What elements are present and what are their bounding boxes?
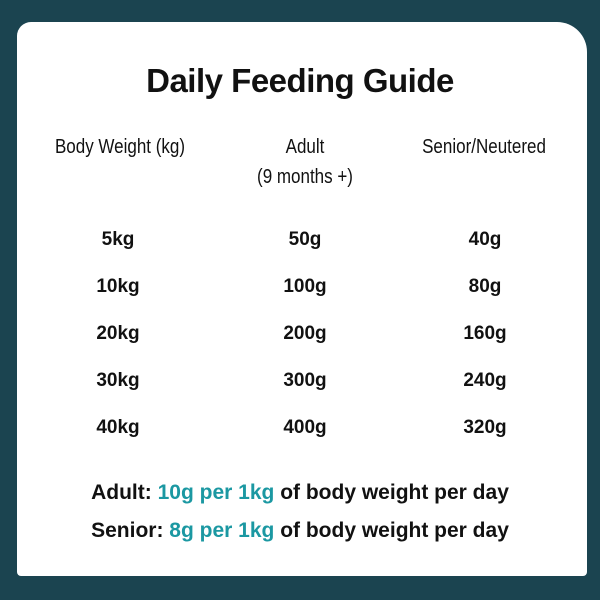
header-adult-sublabel: (9 months +): [257, 166, 353, 188]
cell-weight: 40kg: [96, 417, 140, 438]
cell-senior: 40g: [468, 229, 502, 250]
cell-adult: 50g: [288, 229, 322, 250]
header-senior: Senior/Neutered: [422, 136, 546, 158]
cell-senior: 240g: [463, 370, 507, 391]
cell-weight: 10kg: [96, 276, 140, 297]
adult-rate-note: Adult: 10g per 1kg of body weight per da…: [0, 481, 600, 505]
note-label: Senior:: [91, 519, 164, 542]
header-body-weight: Body Weight (kg): [54, 136, 186, 158]
cell-weight: 30kg: [96, 370, 140, 391]
note-rest: of body weight per day: [280, 481, 509, 504]
senior-rate-note: Senior: 8g per 1kg of body weight per da…: [0, 519, 600, 543]
header-adult-label: Adult: [285, 136, 325, 158]
cell-adult: 300g: [283, 370, 327, 391]
cell-senior: 80g: [468, 276, 502, 297]
cell-senior: 160g: [463, 323, 507, 344]
note-rest: of body weight per day: [280, 519, 509, 542]
cell-adult: 400g: [283, 417, 327, 438]
cell-weight: 20kg: [96, 323, 140, 344]
cell-adult: 200g: [283, 323, 327, 344]
feeding-guide-card: [17, 22, 587, 576]
note-label: Adult:: [91, 481, 152, 504]
note-rate: 10g per 1kg: [157, 481, 275, 504]
page-title: Daily Feeding Guide: [146, 62, 454, 99]
cell-senior: 320g: [463, 417, 507, 438]
header-adult: Adult (9 months +): [220, 132, 390, 192]
cell-weight: 5kg: [101, 229, 135, 250]
note-rate: 8g per 1kg: [169, 519, 275, 542]
cell-adult: 100g: [283, 276, 327, 297]
